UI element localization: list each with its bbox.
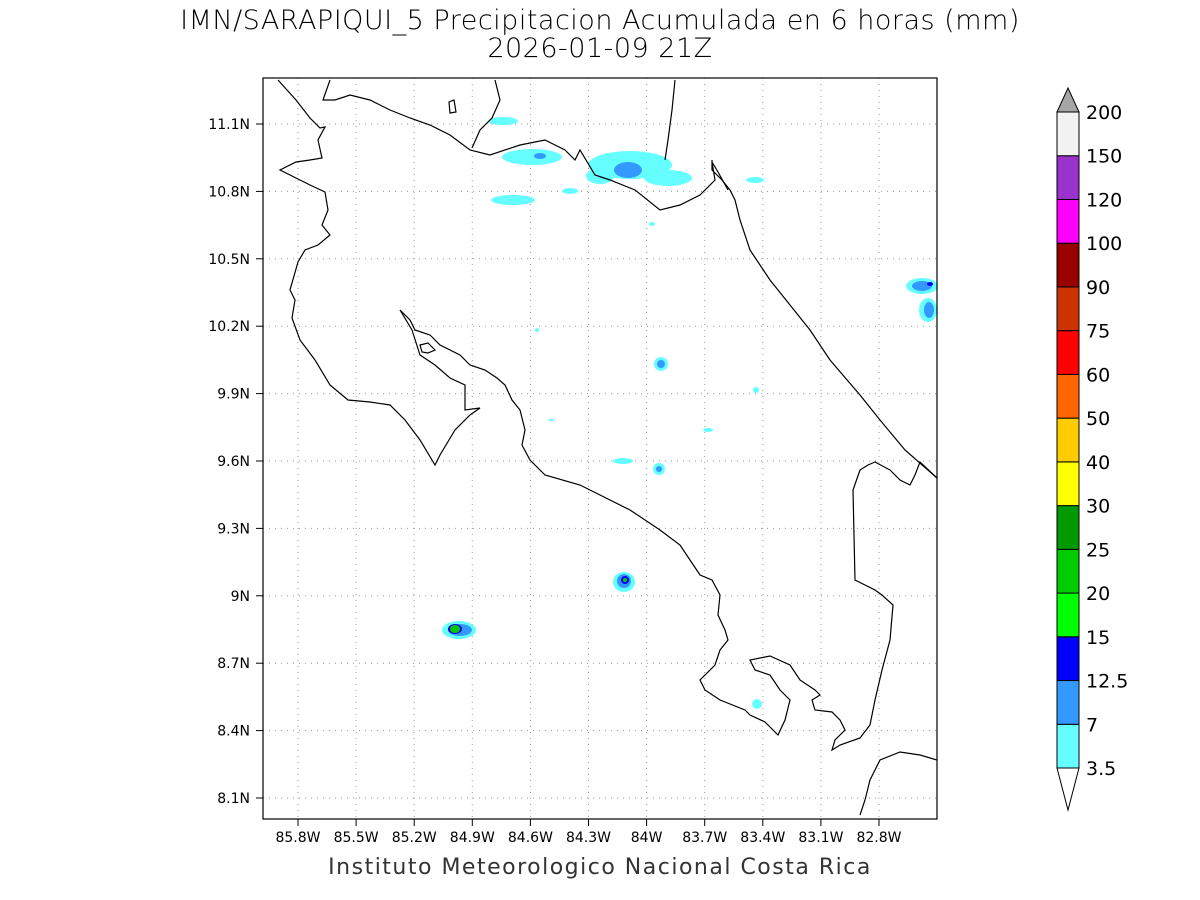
lat-tick-label: 9N	[231, 589, 250, 605]
colorbar-box	[1056, 680, 1080, 725]
lon-tick-label: 84.9W	[450, 830, 495, 846]
colorbar-box	[1056, 417, 1080, 463]
lon-tick-label: 83.4W	[740, 830, 785, 846]
colorbar-label: 12.5	[1086, 671, 1128, 693]
colorbar-label: 200	[1086, 102, 1122, 124]
precip-fields	[442, 117, 937, 709]
gridlines	[263, 78, 937, 819]
colorbar-label: 25	[1086, 539, 1110, 561]
lat-tick-label: 9.3N	[217, 521, 250, 537]
lon-tick-label: 83.7W	[682, 830, 727, 846]
lon-tick-label: 85.2W	[392, 830, 437, 846]
colorbar-box	[1056, 242, 1080, 288]
colorbar-label: 60	[1086, 364, 1110, 386]
lon-tick-label: 85.8W	[275, 830, 320, 846]
colorbar-box	[1056, 198, 1080, 244]
colorbar-box	[1056, 155, 1080, 200]
lat-tick-label: 10.8N	[208, 184, 250, 200]
colorbar-label: 7	[1086, 714, 1098, 736]
colorbar-label: 3.5	[1086, 758, 1116, 780]
lon-tick-label: 83.1W	[798, 830, 843, 846]
map-frame	[262, 77, 938, 820]
map-valid-time: 2026-01-09 21Z	[487, 33, 713, 64]
lon-tick-label: 84W	[631, 830, 663, 846]
colorbar: 3.5 7 12.5 15 20 25 30 40 50 60 75 90 100 120 150 200	[1056, 86, 1128, 812]
lat-tick-label: 11.1N	[208, 117, 250, 133]
colorbar-box	[1056, 592, 1080, 638]
credit-text: Instituto Meteorologico Nacional Costa R…	[328, 855, 872, 880]
lat-tick-label: 9.9N	[217, 387, 250, 403]
colorbar-label: 90	[1086, 277, 1110, 299]
colorbar-box	[1056, 505, 1080, 550]
colorbar-over-arrow	[1056, 86, 1080, 113]
colorbar-box	[1056, 723, 1080, 769]
lat-tick-label: 10.2N	[208, 319, 250, 335]
colorbar-box	[1056, 111, 1080, 157]
colorbar-box	[1056, 330, 1080, 375]
colorbar-label: 120	[1086, 189, 1122, 211]
colorbar-under-arrow	[1056, 767, 1080, 812]
lat-tick-label: 8.7N	[217, 656, 250, 672]
lat-tick-label: 10.5N	[208, 252, 250, 268]
coastline	[277, 79, 937, 816]
lat-tick-label: 8.1N	[217, 791, 250, 807]
lon-axis: 85.8W 85.5W 85.2W 84.9W 84.6W 84.3W 84W 83.7W 83…	[275, 819, 902, 846]
colorbar-label: 40	[1086, 452, 1110, 474]
colorbar-label: 75	[1086, 321, 1110, 343]
lon-tick-label: 85.5W	[334, 830, 379, 846]
lat-tick-label: 8.4N	[217, 724, 250, 740]
lat-tick-label: 9.6N	[217, 454, 250, 470]
lon-tick-label: 82.8W	[856, 830, 901, 846]
colorbar-box	[1056, 373, 1080, 419]
colorbar-box	[1056, 461, 1080, 507]
colorbar-label: 20	[1086, 583, 1110, 605]
lat-axis: 11.1N 10.8N 10.5N 10.2N 9.9N 9.6N 9.3N 9N 8.7N 8.…	[208, 117, 263, 807]
colorbar-label: 100	[1086, 233, 1122, 255]
colorbar-box	[1056, 636, 1080, 682]
colorbar-box	[1056, 548, 1080, 594]
colorbar-label: 30	[1086, 496, 1110, 518]
lon-tick-label: 84.3W	[566, 830, 611, 846]
lon-tick-label: 84.6W	[508, 830, 553, 846]
colorbar-label: 15	[1086, 627, 1110, 649]
colorbar-label: 50	[1086, 408, 1110, 430]
colorbar-label: 150	[1086, 146, 1122, 168]
map-title: IMN/SARAPIQUI_5 Precipitacion Acumulada …	[180, 5, 1020, 36]
colorbar-box	[1056, 286, 1080, 332]
